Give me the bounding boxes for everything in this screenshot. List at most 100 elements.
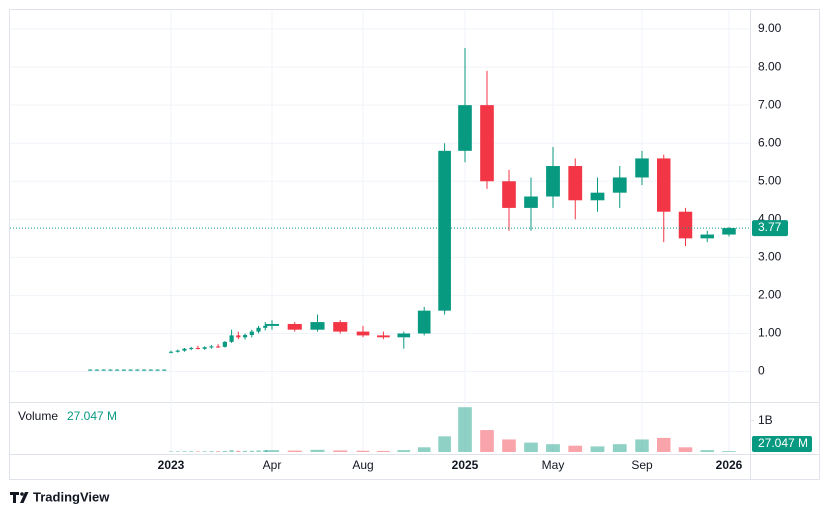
candle-body — [678, 211, 693, 239]
chart-frame — [9, 9, 820, 480]
volume-bar — [222, 451, 227, 452]
candle-body — [377, 335, 390, 338]
candle-body — [88, 369, 93, 371]
x-tick-label: 2023 — [158, 458, 185, 472]
volume-bar — [249, 450, 254, 452]
volume-bar — [242, 450, 248, 452]
volume-bar — [195, 451, 201, 452]
volume-bar — [700, 450, 714, 452]
volume-bar — [722, 451, 736, 452]
candle-body — [568, 166, 583, 201]
candle-body — [287, 323, 302, 330]
volume-bar — [657, 437, 671, 452]
x-tick-label: Apr — [263, 458, 282, 472]
candle-body — [135, 369, 140, 371]
y-tick-label: 3.00 — [758, 250, 782, 264]
candle-body — [168, 351, 174, 353]
volume-bar — [590, 446, 605, 452]
volume-bar — [256, 450, 261, 452]
candle-body — [108, 369, 113, 371]
volume-bar — [175, 451, 180, 452]
volume-bar — [635, 439, 649, 452]
volume-legend-value: 27.047 M — [67, 409, 117, 423]
candle-body — [222, 341, 227, 347]
volume-bar — [612, 444, 627, 452]
logo-shape — [10, 492, 19, 503]
candle-body — [115, 369, 120, 371]
candle-body — [264, 323, 280, 326]
candle-body — [242, 335, 248, 338]
candle-body — [657, 158, 671, 212]
candle-body — [216, 346, 221, 348]
volume-bar — [546, 444, 560, 452]
candle-body — [502, 181, 516, 208]
marks — [10, 48, 750, 452]
y-tick-label: 5.00 — [758, 173, 782, 187]
candle-body — [94, 369, 100, 371]
volume-bar — [209, 451, 214, 452]
candle-body — [195, 347, 201, 349]
y-tick-label: 7.00 — [758, 97, 782, 111]
volume-bar — [417, 447, 431, 452]
last-price-badge — [752, 220, 788, 237]
candle-body — [182, 348, 187, 351]
candle-body — [189, 347, 194, 349]
volume-legend-name: Volume — [18, 409, 58, 423]
volume-bar — [458, 407, 472, 452]
candle-body — [590, 192, 605, 201]
volume-bar — [263, 450, 268, 452]
x-tick-label: May — [542, 458, 565, 472]
volume-bar — [568, 445, 583, 452]
y-tick-label: 9.00 — [758, 21, 782, 35]
candle-body — [524, 196, 538, 208]
last-volume-badge — [752, 436, 812, 452]
candle-body — [700, 234, 714, 239]
candle-body — [333, 322, 348, 332]
candle-body — [209, 346, 214, 348]
volume-bar — [524, 442, 538, 452]
candle-body — [356, 331, 370, 336]
volume-bar — [182, 451, 187, 452]
x-tick-label: 2026 — [716, 458, 743, 472]
brand-name: TradingView — [33, 489, 110, 504]
candle-body — [397, 333, 411, 338]
candle-body — [121, 369, 126, 371]
volume-bar — [377, 450, 390, 452]
logo-shape — [20, 492, 24, 496]
volume-bar — [480, 430, 494, 452]
y-tick-label: 2.00 — [758, 288, 782, 302]
x-tick-label: Aug — [352, 458, 373, 472]
candle-body — [101, 369, 106, 371]
volume-bar — [264, 450, 280, 452]
last-price-label: 3.77 — [758, 220, 782, 234]
volume-bar — [356, 450, 370, 452]
labels: 01.002.003.004.005.006.007.008.009.001B2… — [158, 21, 812, 472]
logo-shape — [20, 492, 29, 503]
x-tick-label: 2025 — [452, 458, 479, 472]
candle-body — [635, 158, 649, 178]
candle-body — [256, 327, 261, 332]
candle-body — [546, 166, 560, 197]
volume-bar — [229, 450, 234, 452]
volume-bar — [333, 450, 348, 452]
y-tick-label: 0 — [758, 364, 765, 378]
candle-body — [480, 105, 494, 182]
y-tick-label: 8.00 — [758, 59, 782, 73]
candle-body — [128, 369, 133, 371]
volume-bar — [236, 450, 241, 452]
volume-bar — [397, 450, 411, 452]
y-tick-label: 6.00 — [758, 135, 782, 149]
x-tick-label: Sep — [631, 458, 653, 472]
candle-body — [417, 310, 431, 334]
candle-body — [458, 105, 472, 151]
volume-bar — [216, 451, 221, 452]
volume-bar — [287, 450, 302, 452]
volume-bar — [310, 449, 325, 452]
candle-body — [141, 369, 147, 371]
volume-tick-label: 1B — [758, 413, 773, 427]
volume-bar — [202, 451, 207, 452]
last-volume-label: 27.047 M — [758, 436, 808, 450]
candle-body — [310, 322, 325, 330]
candle-body — [155, 369, 160, 371]
